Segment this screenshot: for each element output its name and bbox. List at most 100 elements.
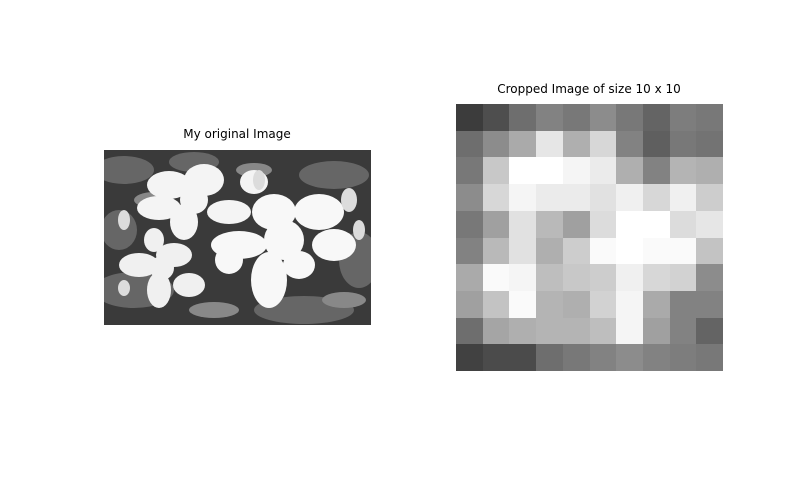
cropped-image bbox=[456, 104, 723, 371]
pixel-cell bbox=[642, 344, 670, 371]
pixel-cell bbox=[642, 264, 670, 291]
pixel-cell bbox=[589, 344, 617, 371]
pixel-cell bbox=[642, 130, 670, 158]
pixel-cell bbox=[509, 130, 537, 158]
pixel-cell bbox=[562, 104, 590, 131]
pixel-cell bbox=[536, 104, 563, 131]
pixel-cell bbox=[562, 184, 590, 211]
pixel-cell bbox=[616, 130, 643, 158]
pixel-cell bbox=[536, 157, 563, 185]
pixel-cell bbox=[616, 290, 643, 318]
pixel-cell bbox=[669, 290, 697, 318]
pixel-cell bbox=[456, 210, 483, 238]
pixel-cell bbox=[589, 317, 617, 345]
pixel-cell bbox=[589, 237, 617, 265]
pixel-cell bbox=[696, 104, 723, 131]
pixel-cell bbox=[616, 184, 643, 211]
pixel-cell bbox=[509, 317, 537, 345]
pixel-cell bbox=[616, 344, 643, 371]
pixel-cell bbox=[669, 184, 697, 211]
pixel-cell bbox=[669, 317, 697, 345]
pixel-cell bbox=[482, 104, 510, 131]
pixel-cell bbox=[696, 237, 723, 265]
pixel-cell bbox=[562, 344, 590, 371]
pixel-cell bbox=[589, 210, 617, 238]
pixel-cell bbox=[696, 290, 723, 318]
pixel-cell bbox=[589, 290, 617, 318]
pixel-cell bbox=[696, 130, 723, 158]
pixel-cell bbox=[482, 130, 510, 158]
pixel-cell bbox=[696, 317, 723, 345]
pixel-cell bbox=[562, 210, 590, 238]
pixel-cell bbox=[589, 130, 617, 158]
pixel-cell bbox=[562, 130, 590, 158]
pixel-cell bbox=[642, 237, 670, 265]
pixel-cell bbox=[456, 344, 483, 371]
pixel-cell bbox=[536, 130, 563, 158]
pixel-cell bbox=[482, 290, 510, 318]
pixel-cell bbox=[456, 264, 483, 291]
pixel-cell bbox=[696, 157, 723, 185]
pixel-cell bbox=[456, 237, 483, 265]
pixel-cell bbox=[589, 264, 617, 291]
pixel-cell bbox=[562, 264, 590, 291]
pixel-cell bbox=[616, 264, 643, 291]
pixel-cell bbox=[482, 237, 510, 265]
pixel-cell bbox=[456, 184, 483, 211]
pixel-cell bbox=[456, 130, 483, 158]
pixel-cell bbox=[642, 317, 670, 345]
pixel-cell bbox=[696, 264, 723, 291]
pixel-cell bbox=[562, 290, 590, 318]
pixel-cell bbox=[482, 317, 510, 345]
pixel-cell bbox=[536, 210, 563, 238]
pixel-cell bbox=[509, 184, 537, 211]
pixel-cell bbox=[509, 157, 537, 185]
original-image bbox=[104, 150, 371, 325]
pixel-cell bbox=[456, 157, 483, 185]
pixel-cell bbox=[696, 184, 723, 211]
pixel-cell bbox=[482, 264, 510, 291]
pixel-cell bbox=[696, 344, 723, 371]
pixel-cell bbox=[642, 184, 670, 211]
pixel-cell bbox=[536, 317, 563, 345]
pixel-cell bbox=[669, 104, 697, 131]
pixel-cell bbox=[482, 344, 510, 371]
pixel-cell bbox=[509, 237, 537, 265]
pixel-cell bbox=[669, 237, 697, 265]
pixel-cell bbox=[642, 290, 670, 318]
pixel-cell bbox=[456, 317, 483, 345]
pixel-cell bbox=[642, 157, 670, 185]
pixel-cell bbox=[536, 264, 563, 291]
pixel-cell bbox=[536, 237, 563, 265]
pixel-cell bbox=[562, 237, 590, 265]
pixel-cell bbox=[669, 157, 697, 185]
pixel-cell bbox=[589, 184, 617, 211]
pixel-cell bbox=[456, 104, 483, 131]
pixel-cell bbox=[616, 157, 643, 185]
pixel-cell bbox=[669, 344, 697, 371]
pixel-cell bbox=[696, 210, 723, 238]
pixel-cell bbox=[536, 290, 563, 318]
pixel-cell bbox=[642, 104, 670, 131]
pixel-cell bbox=[482, 184, 510, 211]
pixel-cell bbox=[669, 130, 697, 158]
cropped-image-title: Cropped Image of size 10 x 10 bbox=[497, 82, 681, 96]
pixel-cell bbox=[536, 344, 563, 371]
pixel-cell bbox=[589, 157, 617, 185]
pixel-cell bbox=[509, 210, 537, 238]
pixel-cell bbox=[616, 317, 643, 345]
pixel-cell bbox=[616, 104, 643, 131]
pixel-cell bbox=[509, 344, 537, 371]
pixel-cell bbox=[669, 264, 697, 291]
pixel-cell bbox=[456, 290, 483, 318]
pixel-cell bbox=[482, 210, 510, 238]
pixel-cell bbox=[669, 210, 697, 238]
pixel-cell bbox=[642, 210, 670, 238]
pixel-cell bbox=[509, 290, 537, 318]
pixel-cell bbox=[536, 184, 563, 211]
pixel-cell bbox=[482, 157, 510, 185]
pixel-cell bbox=[562, 157, 590, 185]
original-image-title: My original Image bbox=[183, 127, 291, 141]
pixel-cell bbox=[509, 264, 537, 291]
pixel-cell bbox=[589, 104, 617, 131]
